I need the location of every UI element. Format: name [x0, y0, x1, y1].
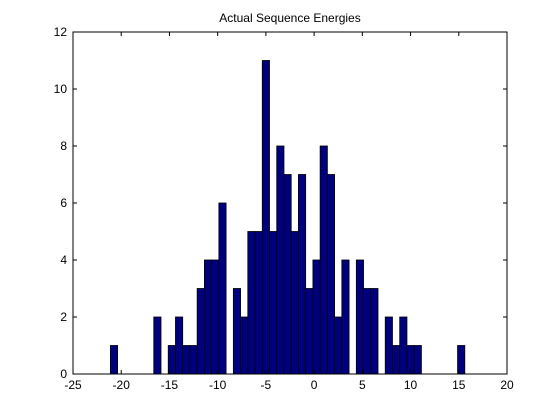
histogram-bar-30 — [392, 345, 401, 375]
x-tick-label: -20 — [113, 378, 131, 392]
x-tick-label: 20 — [500, 378, 514, 392]
histogram-bar-34 — [457, 345, 466, 375]
histogram-bar-6 — [196, 288, 205, 375]
histogram-bar-32 — [406, 345, 415, 375]
histogram-bar-28 — [370, 288, 379, 375]
y-tick-label: 10 — [54, 82, 68, 96]
histogram-bar-25 — [341, 259, 350, 375]
histogram-bar-19 — [298, 174, 307, 375]
x-tick-label: 10 — [404, 378, 418, 392]
x-tick-label: -15 — [161, 378, 179, 392]
histogram-bar-18 — [290, 231, 299, 375]
y-tick-label: 0 — [60, 367, 67, 381]
histogram-bar-11 — [240, 316, 249, 375]
histogram-bar-0 — [109, 345, 119, 375]
x-tick-label: -5 — [261, 378, 272, 392]
x-tick-label: 0 — [311, 378, 318, 392]
histogram-bar-1 — [153, 316, 162, 375]
histogram-bar-27 — [363, 288, 372, 375]
chart-title: Actual Sequence Energies — [219, 11, 360, 25]
bars-group — [109, 60, 466, 375]
y-tick-label: 12 — [54, 25, 68, 39]
histogram-bar-31 — [399, 316, 408, 375]
histogram-bar-13 — [254, 231, 263, 375]
histogram-bar-22 — [319, 145, 328, 375]
y-tick-label: 6 — [60, 196, 67, 210]
histogram-bar-8 — [211, 259, 220, 375]
x-tick-label: 15 — [452, 378, 466, 392]
histogram-bar-14 — [261, 60, 270, 375]
histogram-bar-33 — [413, 345, 422, 375]
x-tick-label: -25 — [64, 378, 82, 392]
histogram-bar-16 — [276, 145, 285, 375]
histogram-bar-5 — [189, 345, 198, 375]
histogram-bar-21 — [312, 259, 321, 375]
histogram-bar-23 — [326, 174, 335, 375]
histogram-bar-20 — [305, 288, 314, 375]
histogram-bar-2 — [167, 345, 176, 375]
y-tick-label: 4 — [60, 253, 67, 267]
ticks-group: -25 -20 -15 -10 -5 0 5 10 15 20 0 2 4 6 8 10 12 — [54, 25, 514, 392]
histogram-bar-7 — [204, 259, 213, 375]
x-tick-label: 5 — [359, 378, 366, 392]
histogram-bar-12 — [247, 231, 256, 375]
y-tick-label: 8 — [60, 139, 67, 153]
histogram-bar-15 — [269, 231, 278, 375]
y-tick-label: 2 — [60, 310, 67, 324]
histogram-bar-4 — [182, 345, 191, 375]
histogram-bar-17 — [283, 174, 292, 375]
histogram-bar-26 — [355, 259, 364, 375]
histogram-bar-9 — [218, 202, 227, 375]
histogram-bar-3 — [175, 316, 184, 375]
histogram-bar-29 — [384, 316, 393, 375]
histogram-bar-24 — [334, 316, 343, 375]
histogram-bar-10 — [232, 288, 241, 375]
x-tick-label: -10 — [209, 378, 227, 392]
